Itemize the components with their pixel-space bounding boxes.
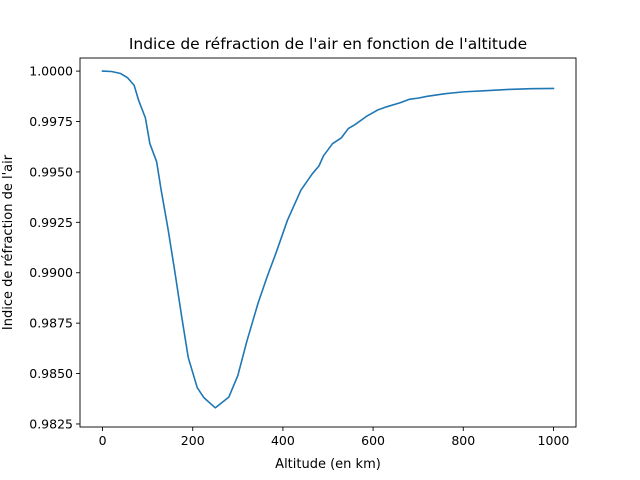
- x-tick-label: 400: [271, 433, 295, 448]
- y-tick-label: 0.9925: [29, 215, 73, 230]
- x-tick-label: 0: [99, 433, 107, 448]
- y-tick-label: 0.9850: [29, 366, 73, 381]
- y-tick-label: 1.0000: [29, 64, 73, 79]
- y-tick-label: 0.9825: [29, 416, 73, 431]
- chart-title: Indice de réfraction de l'air en fonctio…: [129, 35, 527, 53]
- y-tick-label: 0.9900: [29, 265, 73, 280]
- y-tick-label: 0.9975: [29, 114, 73, 129]
- plot-frame: [79, 57, 577, 428]
- x-tick-label: 1000: [538, 433, 570, 448]
- x-tick-label: 600: [361, 433, 385, 448]
- x-tick-label: 800: [451, 433, 475, 448]
- plot-area: [80, 58, 576, 427]
- y-tick-label: 0.9875: [29, 316, 73, 331]
- y-axis-label: Indice de réfraction de l'air: [1, 154, 16, 330]
- x-axis-label: Altitude (en km): [275, 457, 381, 472]
- series-line: [101, 70, 555, 409]
- ticks-layer: 0 200 400 600 800 1000 0.9825 0.9850 0.9875 0.990…: [29, 64, 569, 448]
- x-tick-label: 200: [181, 433, 205, 448]
- y-tick-label: 0.9950: [29, 164, 73, 179]
